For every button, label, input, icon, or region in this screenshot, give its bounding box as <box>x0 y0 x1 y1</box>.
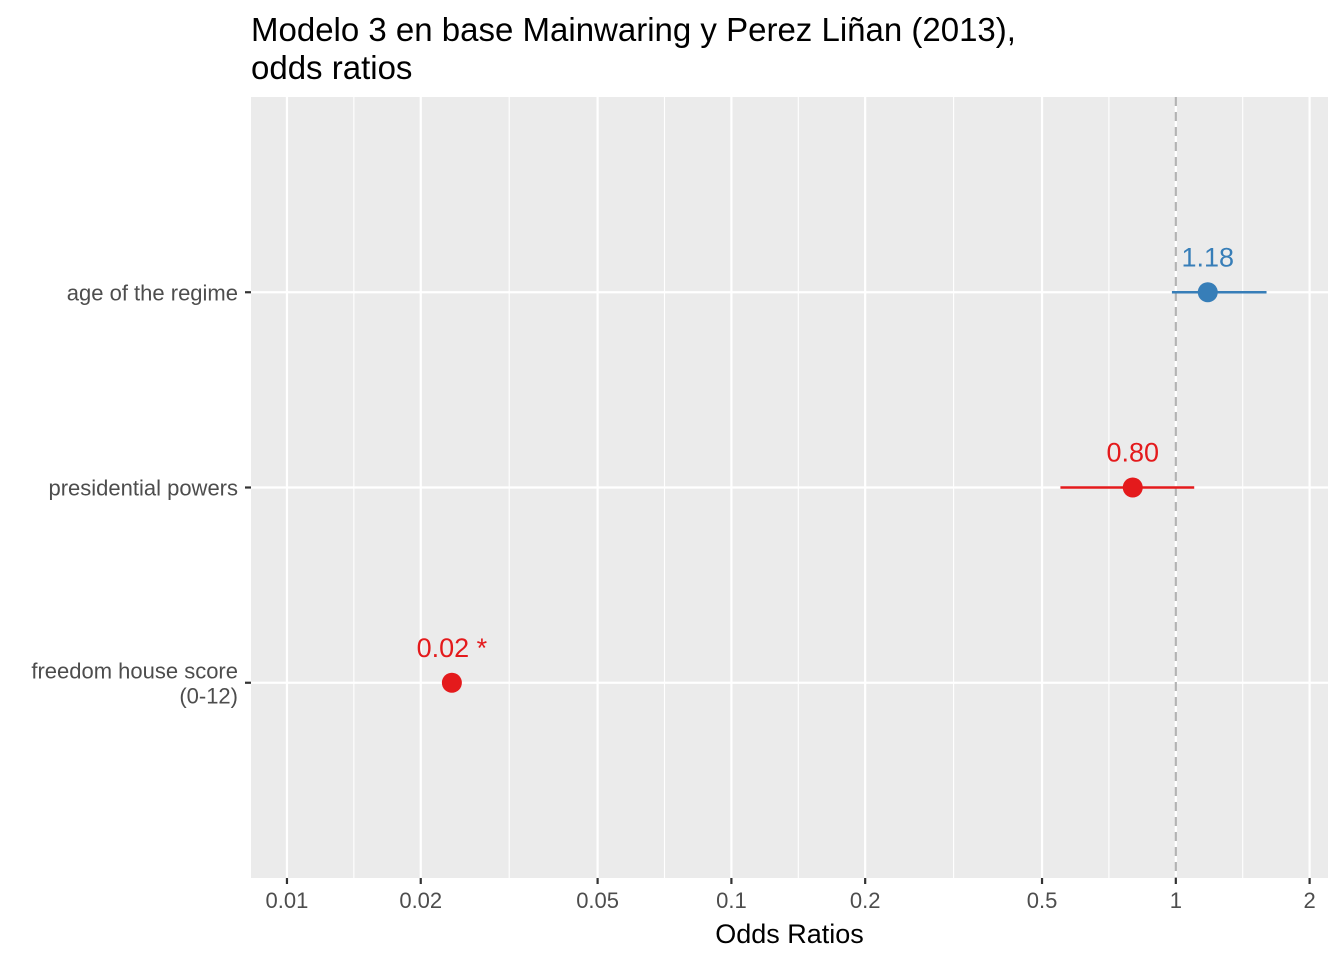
x-tick-label: 1 <box>1170 888 1182 913</box>
x-tick-label: 0.05 <box>576 888 619 913</box>
x-axis: 0.01 0.02 0.05 0.1 0.2 0.5 1 2 <box>266 878 1316 913</box>
x-tick-label: 2 <box>1303 888 1315 913</box>
point-estimate <box>1122 477 1143 498</box>
point-estimate <box>441 672 462 693</box>
x-axis-title: Odds Ratios <box>715 919 864 949</box>
y-tick-label: (0-12) <box>179 683 238 708</box>
chart-title: Modelo 3 en base Mainwaring y Perez Liña… <box>251 11 1016 86</box>
estimate-label: 0.02 * <box>417 633 488 663</box>
y-tick-label: age of the regime <box>67 280 238 305</box>
estimate-label: 1.18 <box>1181 242 1234 272</box>
x-tick-label: 0.2 <box>850 888 881 913</box>
x-tick-label: 0.5 <box>1027 888 1058 913</box>
y-tick-label: presidential powers <box>48 476 238 501</box>
y-axis: age of the regime presidential powers free… <box>31 280 251 708</box>
title-line-1: Modelo 3 en base Mainwaring y Perez Liña… <box>251 11 1016 48</box>
title-line-2: odds ratios <box>251 49 412 86</box>
x-tick-label: 0.01 <box>266 888 309 913</box>
y-tick-label: freedom house score <box>31 658 238 683</box>
x-tick-label: 0.02 <box>399 888 442 913</box>
estimate-label: 0.80 <box>1106 438 1159 468</box>
point-estimates: 1.18 0.80 0.02 * <box>417 242 1267 693</box>
point-estimate <box>1197 282 1218 303</box>
x-tick-label: 0.1 <box>716 888 747 913</box>
